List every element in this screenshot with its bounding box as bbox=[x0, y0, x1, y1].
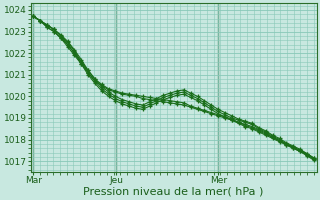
X-axis label: Pression niveau de la mer( hPa ): Pression niveau de la mer( hPa ) bbox=[84, 187, 264, 197]
